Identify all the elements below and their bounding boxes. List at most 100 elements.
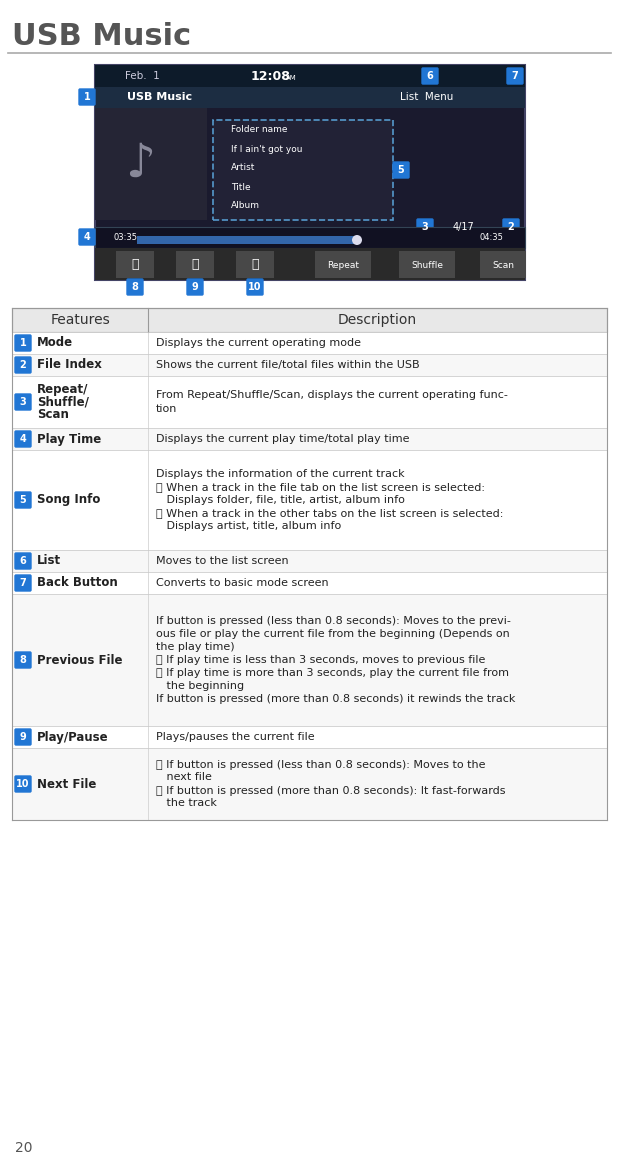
Bar bbox=[95, 108, 207, 220]
Text: If button is pressed (more than 0.8 seconds) it rewinds the track: If button is pressed (more than 0.8 seco… bbox=[156, 694, 516, 704]
Bar bbox=[95, 87, 525, 108]
Text: the beginning: the beginning bbox=[156, 681, 244, 691]
Bar bbox=[12, 550, 607, 572]
Text: Feb.  1: Feb. 1 bbox=[125, 71, 160, 81]
Bar bbox=[399, 252, 455, 278]
FancyBboxPatch shape bbox=[79, 229, 95, 245]
FancyBboxPatch shape bbox=[507, 68, 523, 84]
Text: List: List bbox=[37, 555, 61, 567]
Text: Shows the current file/total files within the USB: Shows the current file/total files withi… bbox=[156, 360, 420, 370]
Text: USB Music: USB Music bbox=[127, 92, 192, 102]
FancyBboxPatch shape bbox=[393, 161, 409, 178]
Text: 03:35: 03:35 bbox=[113, 233, 137, 241]
Text: the play time): the play time) bbox=[156, 642, 235, 652]
FancyBboxPatch shape bbox=[503, 219, 519, 235]
FancyBboxPatch shape bbox=[422, 68, 438, 84]
Bar bbox=[12, 355, 607, 376]
Text: 1: 1 bbox=[84, 92, 90, 102]
Text: 12:08: 12:08 bbox=[250, 69, 290, 83]
Text: Play/Pause: Play/Pause bbox=[37, 730, 108, 743]
Bar bbox=[480, 252, 526, 278]
Text: 7: 7 bbox=[512, 71, 518, 81]
Bar bbox=[12, 332, 607, 355]
Bar bbox=[12, 572, 607, 594]
FancyBboxPatch shape bbox=[15, 394, 31, 409]
Text: ous file or play the current file from the beginning (Depends on: ous file or play the current file from t… bbox=[156, 629, 510, 639]
Text: Next File: Next File bbox=[37, 778, 97, 791]
FancyBboxPatch shape bbox=[15, 729, 31, 745]
Text: 4/17: 4/17 bbox=[453, 222, 475, 232]
Text: Repeat: Repeat bbox=[327, 261, 359, 269]
Bar bbox=[95, 248, 525, 280]
Text: Back Button: Back Button bbox=[37, 577, 118, 590]
Text: 2: 2 bbox=[20, 360, 27, 370]
Text: 10: 10 bbox=[16, 779, 30, 789]
Text: Displays the information of the current track: Displays the information of the current … bbox=[156, 469, 405, 479]
Bar bbox=[176, 252, 214, 278]
Text: Displays artist, title, album info: Displays artist, title, album info bbox=[156, 521, 341, 531]
Text: 5: 5 bbox=[20, 495, 27, 505]
Text: 2: 2 bbox=[508, 222, 514, 232]
FancyBboxPatch shape bbox=[15, 553, 31, 569]
Bar bbox=[236, 252, 274, 278]
Text: 4: 4 bbox=[84, 232, 90, 242]
FancyBboxPatch shape bbox=[417, 219, 433, 235]
Circle shape bbox=[352, 235, 362, 245]
Text: Description: Description bbox=[338, 314, 417, 326]
Text: Scan: Scan bbox=[492, 261, 514, 269]
Text: Repeat/: Repeat/ bbox=[37, 383, 89, 395]
Text: tion: tion bbox=[156, 404, 178, 413]
Bar bbox=[137, 236, 357, 245]
Text: 5: 5 bbox=[397, 165, 404, 175]
Text: the track: the track bbox=[156, 798, 217, 808]
Text: 7: 7 bbox=[20, 578, 27, 589]
Text: ・ If play time is more than 3 seconds, play the current file from: ・ If play time is more than 3 seconds, p… bbox=[156, 668, 509, 677]
Text: Shuffle/: Shuffle/ bbox=[37, 395, 89, 408]
FancyBboxPatch shape bbox=[15, 335, 31, 351]
Text: Album: Album bbox=[231, 201, 260, 211]
Text: ⏭: ⏭ bbox=[251, 259, 259, 271]
Text: 04:35: 04:35 bbox=[479, 233, 503, 241]
Text: 6: 6 bbox=[20, 556, 27, 566]
Bar bbox=[12, 308, 607, 332]
FancyBboxPatch shape bbox=[127, 278, 143, 295]
Text: 20: 20 bbox=[15, 1141, 33, 1155]
Text: Scan: Scan bbox=[37, 408, 69, 421]
Text: USB Music: USB Music bbox=[12, 22, 191, 51]
Text: Displays folder, file, title, artist, album info: Displays folder, file, title, artist, al… bbox=[156, 495, 405, 505]
Text: From Repeat/Shuffle/Scan, displays the current operating func-: From Repeat/Shuffle/Scan, displays the c… bbox=[156, 391, 508, 400]
FancyBboxPatch shape bbox=[247, 278, 263, 295]
Text: ♪: ♪ bbox=[125, 142, 155, 186]
Text: If button is pressed (less than 0.8 seconds): Moves to the previ-: If button is pressed (less than 0.8 seco… bbox=[156, 615, 511, 626]
Text: If I ain't got you: If I ain't got you bbox=[231, 145, 303, 153]
Text: Play Time: Play Time bbox=[37, 433, 102, 446]
Text: 3: 3 bbox=[422, 222, 428, 232]
Text: ・ When a track in the file tab on the list screen is selected:: ・ When a track in the file tab on the li… bbox=[156, 482, 485, 493]
Text: ⏮: ⏮ bbox=[131, 259, 139, 271]
FancyBboxPatch shape bbox=[15, 431, 31, 447]
FancyBboxPatch shape bbox=[15, 574, 31, 591]
Bar bbox=[213, 121, 393, 220]
Text: Moves to the list screen: Moves to the list screen bbox=[156, 556, 288, 566]
Text: Displays the current operating mode: Displays the current operating mode bbox=[156, 338, 361, 347]
Text: Converts to basic mode screen: Converts to basic mode screen bbox=[156, 578, 329, 589]
Text: List  Menu: List Menu bbox=[400, 92, 453, 102]
Bar bbox=[12, 376, 607, 428]
Bar bbox=[12, 727, 607, 748]
Text: ・ If button is pressed (more than 0.8 seconds): It fast-forwards: ・ If button is pressed (more than 0.8 se… bbox=[156, 785, 506, 796]
Text: Features: Features bbox=[50, 314, 110, 326]
Bar bbox=[116, 252, 154, 278]
Text: 3: 3 bbox=[20, 397, 27, 407]
Text: Plays/pauses the current file: Plays/pauses the current file bbox=[156, 732, 314, 742]
Text: File Index: File Index bbox=[37, 358, 102, 372]
Text: ・ When a track in the other tabs on the list screen is selected:: ・ When a track in the other tabs on the … bbox=[156, 508, 503, 518]
Text: 1: 1 bbox=[20, 338, 27, 347]
Text: Artist: Artist bbox=[231, 164, 256, 172]
FancyBboxPatch shape bbox=[15, 493, 31, 508]
Text: Shuffle: Shuffle bbox=[411, 261, 443, 269]
Text: 8: 8 bbox=[132, 282, 139, 292]
Bar bbox=[12, 748, 607, 820]
FancyBboxPatch shape bbox=[15, 652, 31, 668]
Text: Title: Title bbox=[231, 183, 251, 192]
FancyBboxPatch shape bbox=[79, 89, 95, 105]
